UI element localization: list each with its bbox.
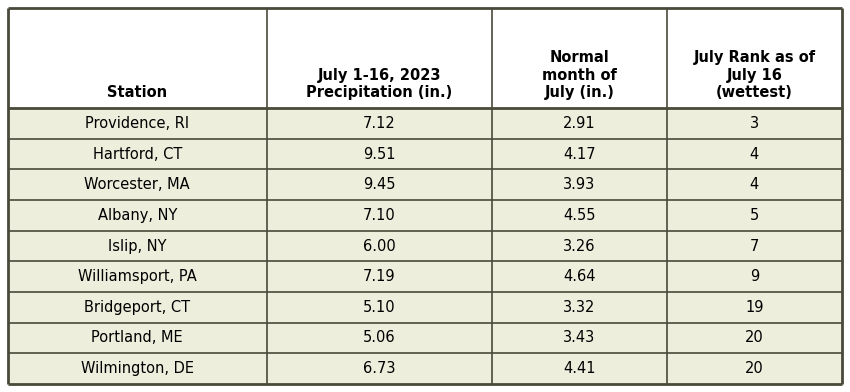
Text: July Rank as of
July 16
(wettest): July Rank as of July 16 (wettest) <box>694 50 815 100</box>
Text: 4: 4 <box>750 177 759 192</box>
Text: 2.91: 2.91 <box>563 116 596 131</box>
Bar <box>8 139 267 169</box>
Bar <box>8 323 267 353</box>
Text: 7.19: 7.19 <box>363 269 395 284</box>
Text: 3.32: 3.32 <box>563 300 596 315</box>
Text: July 1-16, 2023
Precipitation (in.): July 1-16, 2023 Precipitation (in.) <box>306 67 452 100</box>
Bar <box>267 108 491 139</box>
Text: 7.10: 7.10 <box>363 208 395 223</box>
Bar <box>491 353 667 384</box>
Bar <box>8 200 267 230</box>
Bar <box>267 169 491 200</box>
Bar <box>267 200 491 230</box>
Bar <box>8 353 267 384</box>
Text: 7.12: 7.12 <box>363 116 395 131</box>
Text: 20: 20 <box>745 330 764 345</box>
Bar <box>491 169 667 200</box>
Bar <box>491 261 667 292</box>
Text: Hartford, CT: Hartford, CT <box>93 147 182 162</box>
Bar <box>667 261 842 292</box>
Text: 4.17: 4.17 <box>563 147 596 162</box>
Text: 4: 4 <box>750 147 759 162</box>
Bar <box>667 200 842 230</box>
Text: Normal
month of
July (in.): Normal month of July (in.) <box>541 50 617 100</box>
Bar <box>267 353 491 384</box>
Text: Portland, ME: Portland, ME <box>92 330 183 345</box>
Bar <box>667 108 842 139</box>
Bar <box>667 169 842 200</box>
Text: 5.10: 5.10 <box>363 300 395 315</box>
Text: Albany, NY: Albany, NY <box>98 208 177 223</box>
Bar <box>667 292 842 323</box>
Bar <box>267 261 491 292</box>
Text: Worcester, MA: Worcester, MA <box>84 177 190 192</box>
Text: 4.64: 4.64 <box>563 269 596 284</box>
Text: Station: Station <box>107 85 167 100</box>
Text: 5: 5 <box>750 208 759 223</box>
Text: 9.45: 9.45 <box>363 177 395 192</box>
Bar <box>8 230 267 261</box>
Text: 19: 19 <box>745 300 763 315</box>
Bar <box>667 323 842 353</box>
Text: 3.43: 3.43 <box>564 330 595 345</box>
Bar <box>667 139 842 169</box>
Bar <box>267 139 491 169</box>
Bar <box>491 230 667 261</box>
Bar <box>267 292 491 323</box>
Text: 9: 9 <box>750 269 759 284</box>
Bar <box>267 230 491 261</box>
Bar <box>667 353 842 384</box>
Bar <box>8 169 267 200</box>
Text: 7: 7 <box>750 238 759 254</box>
Bar <box>8 108 267 139</box>
Text: 3.26: 3.26 <box>563 238 596 254</box>
Text: 6.00: 6.00 <box>363 238 395 254</box>
Text: 20: 20 <box>745 361 764 376</box>
Bar <box>491 200 667 230</box>
Text: Providence, RI: Providence, RI <box>85 116 190 131</box>
Text: Wilmington, DE: Wilmington, DE <box>81 361 194 376</box>
Text: Williamsport, PA: Williamsport, PA <box>78 269 196 284</box>
Bar <box>491 323 667 353</box>
Text: Bridgeport, CT: Bridgeport, CT <box>84 300 190 315</box>
Text: 6.73: 6.73 <box>363 361 395 376</box>
Text: 4.55: 4.55 <box>563 208 596 223</box>
Text: Islip, NY: Islip, NY <box>108 238 167 254</box>
Text: 5.06: 5.06 <box>363 330 395 345</box>
Bar <box>491 292 667 323</box>
Bar <box>491 139 667 169</box>
Bar <box>8 261 267 292</box>
Bar <box>491 108 667 139</box>
Text: 4.41: 4.41 <box>563 361 596 376</box>
Bar <box>267 323 491 353</box>
Text: 3.93: 3.93 <box>564 177 595 192</box>
Bar <box>8 292 267 323</box>
Bar <box>667 230 842 261</box>
Text: 9.51: 9.51 <box>363 147 395 162</box>
Text: 3: 3 <box>750 116 759 131</box>
